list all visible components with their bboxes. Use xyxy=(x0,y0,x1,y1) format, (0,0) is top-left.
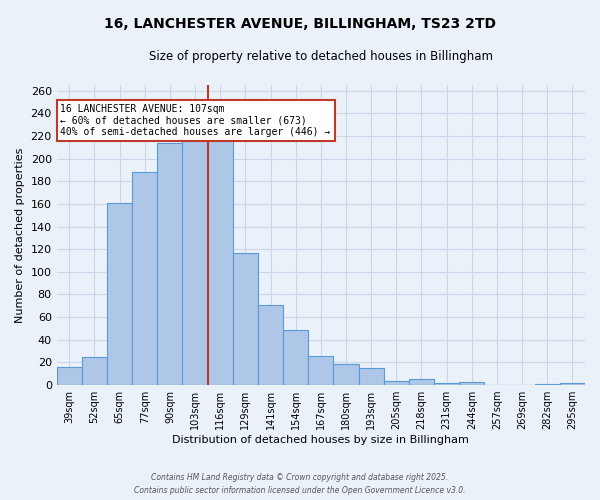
Text: 16, LANCHESTER AVENUE, BILLINGHAM, TS23 2TD: 16, LANCHESTER AVENUE, BILLINGHAM, TS23 … xyxy=(104,18,496,32)
Bar xyxy=(535,384,560,385)
Title: Size of property relative to detached houses in Billingham: Size of property relative to detached ho… xyxy=(149,50,493,63)
Bar xyxy=(334,364,359,385)
Bar xyxy=(359,368,384,385)
Bar xyxy=(157,143,182,385)
Bar xyxy=(107,203,132,385)
Bar xyxy=(283,330,308,385)
Bar xyxy=(233,252,258,385)
Text: Contains HM Land Registry data © Crown copyright and database right 2025.
Contai: Contains HM Land Registry data © Crown c… xyxy=(134,474,466,495)
Bar xyxy=(560,383,585,385)
Bar xyxy=(459,382,484,385)
Bar xyxy=(208,137,233,385)
Bar xyxy=(56,367,82,385)
Bar xyxy=(434,383,459,385)
Text: 16 LANCHESTER AVENUE: 107sqm
← 60% of detached houses are smaller (673)
40% of s: 16 LANCHESTER AVENUE: 107sqm ← 60% of de… xyxy=(61,104,331,138)
Y-axis label: Number of detached properties: Number of detached properties xyxy=(15,148,25,322)
Bar xyxy=(308,356,334,385)
Bar xyxy=(182,137,208,385)
X-axis label: Distribution of detached houses by size in Billingham: Distribution of detached houses by size … xyxy=(172,435,469,445)
Bar xyxy=(132,172,157,385)
Bar xyxy=(82,357,107,385)
Bar xyxy=(384,380,409,385)
Bar xyxy=(409,380,434,385)
Bar xyxy=(258,304,283,385)
